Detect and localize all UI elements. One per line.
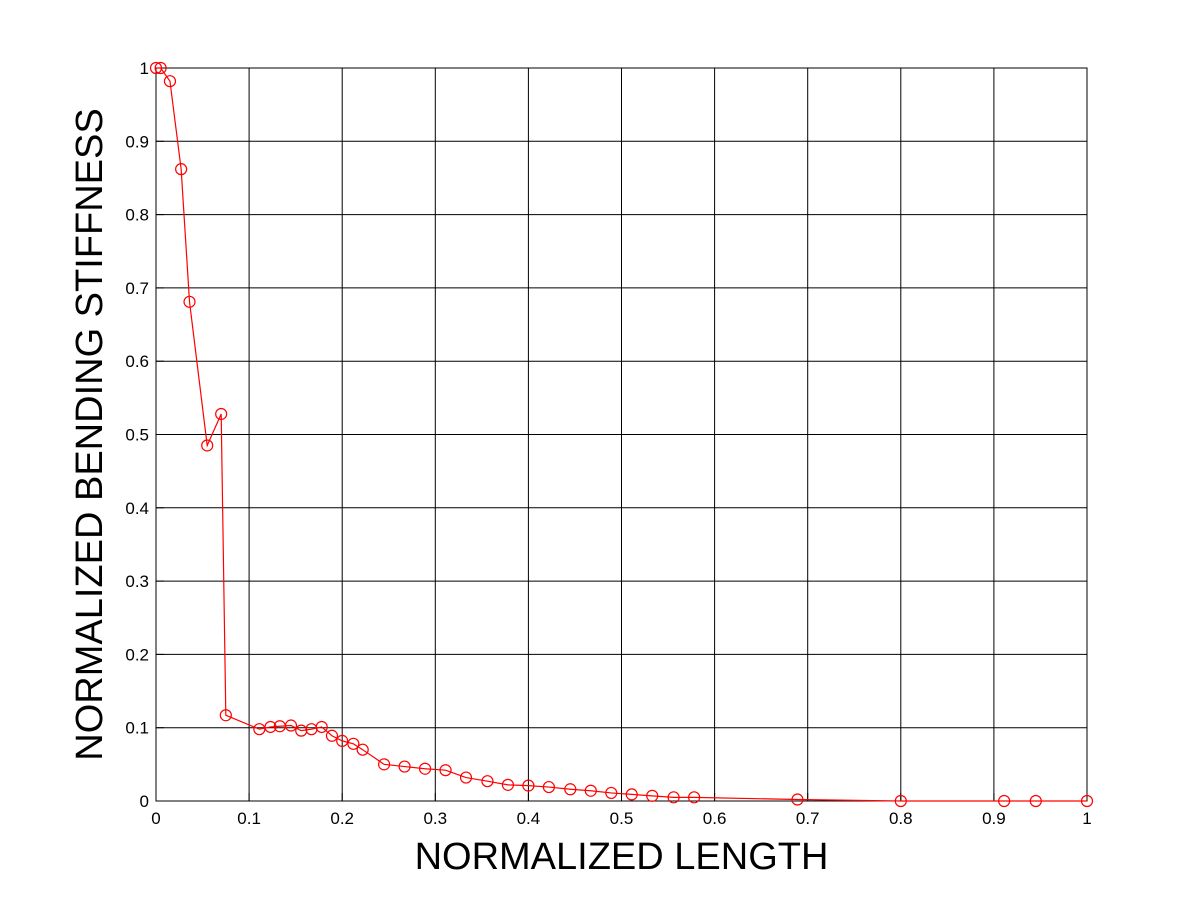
- data-point-marker: [347, 737, 360, 750]
- x-tick-label: 0.4: [517, 809, 541, 828]
- x-tick-label: 0.1: [237, 809, 261, 828]
- data-point-marker: [315, 720, 328, 734]
- data-point-marker: [542, 780, 555, 794]
- data-point-marker: [175, 163, 188, 176]
- data-point-marker: [584, 784, 597, 797]
- data-point-marker: [625, 788, 638, 801]
- data-point-marker: [564, 783, 577, 796]
- data-point-marker: [501, 778, 515, 791]
- series-group: [149, 61, 1094, 808]
- data-point-marker: [336, 734, 349, 747]
- x-tick-label: 0.9: [982, 809, 1006, 828]
- y-tick-label: 0.7: [125, 279, 149, 298]
- data-point-marker: [1029, 794, 1042, 808]
- x-tick-label: 0.7: [796, 809, 820, 828]
- y-tick-label: 0.6: [125, 352, 149, 371]
- data-point-marker: [149, 61, 163, 75]
- x-axis-title: NORMALIZED LENGTH: [415, 836, 829, 878]
- x-axis-ticks: 0 0.1 0.2 0.3 0.4 0.5 0.6 0.7 0.8 0.9 1: [151, 793, 1092, 828]
- y-tick-label: 0: [140, 792, 149, 811]
- y-tick-label: 1: [140, 59, 149, 78]
- data-point-marker: [667, 791, 680, 804]
- data-point-marker: [398, 760, 411, 773]
- data-point-marker: [284, 719, 298, 732]
- series-line: [156, 67, 1087, 802]
- x-tick-label: 0.5: [610, 809, 634, 828]
- data-point-marker: [163, 75, 177, 88]
- y-tick-label: 0.3: [125, 572, 149, 591]
- data-point-marker: [154, 61, 167, 75]
- data-point-marker: [791, 793, 804, 806]
- data-point-marker: [646, 789, 659, 802]
- data-point-marker: [418, 762, 432, 775]
- data-point-marker: [201, 439, 214, 452]
- data-point-marker: [481, 775, 494, 788]
- x-tick-label: 0: [151, 809, 160, 828]
- data-point-marker: [439, 764, 452, 777]
- x-tick-label: 0.6: [703, 809, 727, 828]
- y-tick-label: 0.5: [125, 426, 149, 445]
- y-tick-label: 0.8: [125, 206, 149, 225]
- x-tick-label: 0.2: [330, 809, 354, 828]
- data-point-marker: [325, 729, 339, 742]
- data-point-marker: [522, 779, 535, 792]
- y-tick-label: 0.4: [125, 499, 149, 518]
- x-tick-label: 0.8: [889, 809, 913, 828]
- data-point-marker: [1080, 794, 1094, 808]
- y-tick-label: 0.9: [125, 132, 149, 151]
- data-point-marker: [264, 720, 277, 734]
- data-point-marker: [356, 743, 369, 756]
- x-tick-label: 0.3: [423, 809, 447, 828]
- y-tick-label: 0.1: [125, 719, 149, 738]
- data-point-marker: [215, 407, 228, 421]
- data-point-marker: [377, 758, 391, 771]
- x-tick-label: 1: [1082, 809, 1091, 828]
- data-point-marker: [688, 791, 701, 804]
- y-tick-label: 0.2: [125, 645, 149, 664]
- data-point-marker: [219, 709, 232, 722]
- data-point-marker: [894, 794, 907, 808]
- data-point-marker: [998, 794, 1011, 808]
- data-point-marker: [605, 786, 618, 800]
- data-point-marker: [459, 771, 473, 784]
- y-axis-title: NORMALIZED BENDING STIFFNESS: [69, 108, 111, 760]
- y-axis-ticks: 0 0.1 0.2 0.3 0.4 0.5 0.6 0.7 0.8 0.9 1: [125, 59, 164, 811]
- data-point-marker: [183, 295, 196, 308]
